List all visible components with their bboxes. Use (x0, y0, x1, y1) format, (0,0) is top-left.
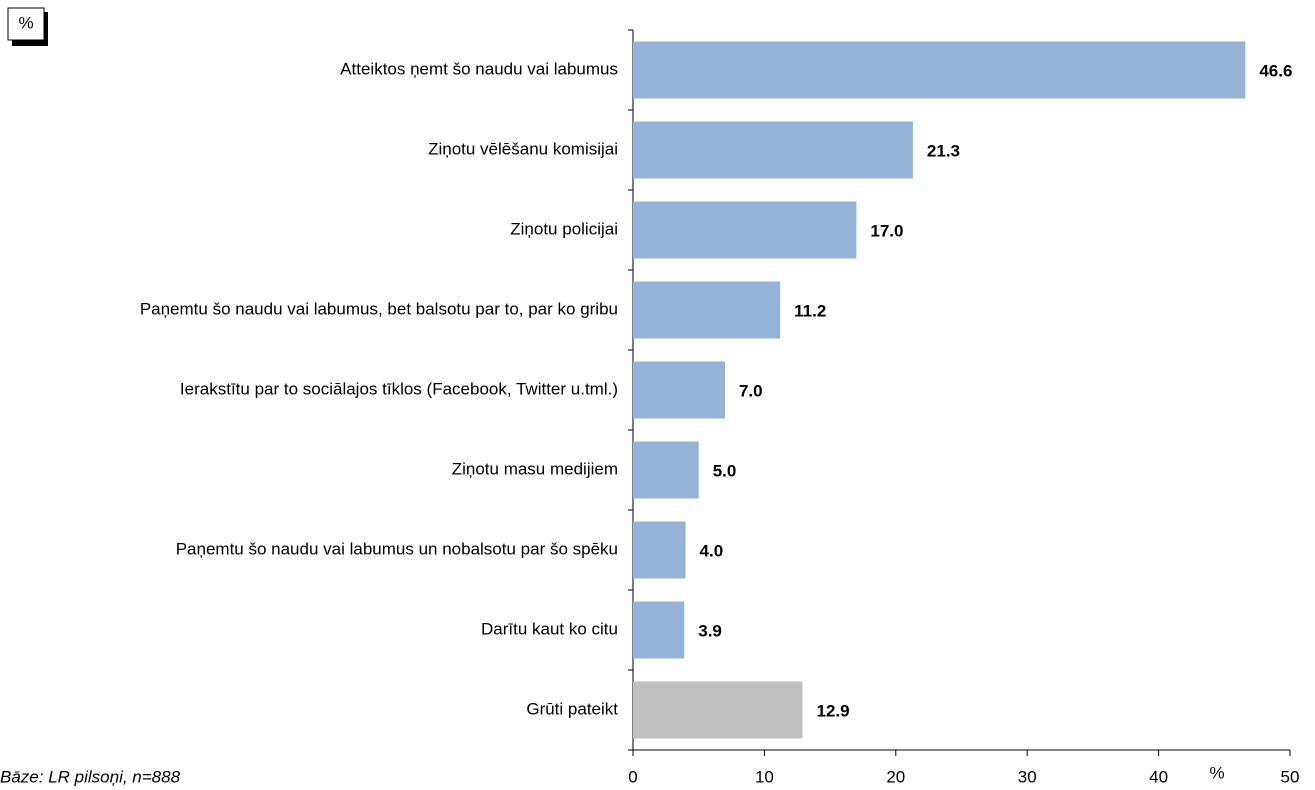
x-tick-label: 30 (1018, 767, 1037, 786)
value-label: 12.9 (817, 701, 850, 720)
value-label: 3.9 (698, 621, 722, 640)
bar (633, 601, 685, 659)
value-label: 17.0 (870, 221, 903, 240)
bar (633, 441, 699, 499)
x-tick-label: 20 (886, 767, 905, 786)
value-label: 46.6 (1259, 61, 1292, 80)
bar (633, 361, 725, 419)
category-label: Ierakstītu par to sociālajos tīklos (Fac… (180, 379, 618, 398)
footnote: Bāze: LR pilsoņi, n=888 (0, 767, 181, 786)
bar (633, 201, 857, 259)
corner-label: % (18, 13, 33, 32)
x-tick-label: 50 (1281, 767, 1300, 786)
category-label: Darītu kaut ko citu (481, 619, 618, 638)
value-label: 4.0 (700, 541, 724, 560)
bar (633, 521, 686, 579)
value-label: 7.0 (739, 381, 763, 400)
bar (633, 281, 781, 339)
x-tick-label: 40 (1149, 767, 1168, 786)
value-label: 5.0 (713, 461, 737, 480)
x-tick-label: 10 (755, 767, 774, 786)
bar (633, 121, 913, 179)
category-label: Paņemtu šo naudu vai labumus un nobalsot… (176, 539, 618, 558)
x-axis-label: % (1209, 763, 1224, 782)
category-label: Grūti pateikt (526, 699, 618, 718)
corner-box (7, 7, 45, 41)
value-label: 21.3 (927, 141, 960, 160)
category-label: Ziņotu policijai (510, 219, 618, 238)
category-label: Paņemtu šo naudu vai labumus, bet balsot… (140, 299, 618, 318)
category-label: Atteiktos ņemt šo naudu vai labumus (340, 59, 618, 78)
value-label: 11.2 (794, 301, 826, 320)
bar (633, 681, 803, 739)
bar (633, 41, 1246, 99)
x-tick-label: 0 (628, 767, 637, 786)
category-label: Ziņotu vēlēšanu komisijai (428, 139, 618, 158)
category-label: Ziņotu masu medijiem (452, 459, 618, 478)
